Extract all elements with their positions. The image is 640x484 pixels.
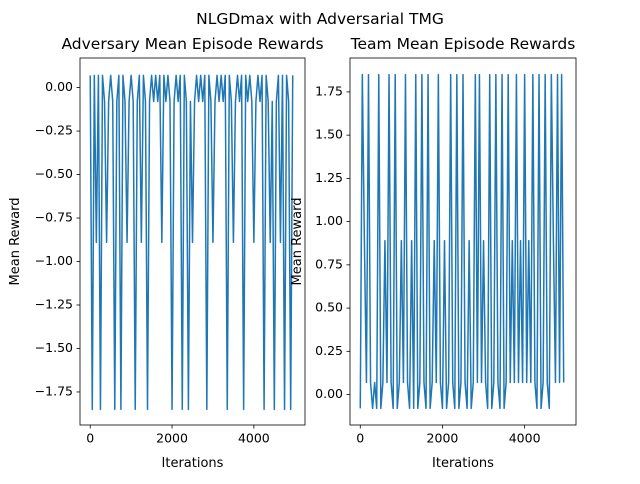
- axes-frame: [349, 57, 577, 426]
- y-tick-label: 0.25: [315, 343, 343, 358]
- y-tick-label: 1.25: [315, 170, 343, 185]
- y-tick-label: −1.75: [35, 383, 73, 398]
- axes-frame: [79, 57, 306, 426]
- data-line: [89, 74, 294, 411]
- y-tick-label: 0.00: [45, 79, 73, 94]
- subplot: 0.00 0.25 0.50 0.75 1.00 1.25 1.50 1.75 0 2000 400…: [290, 35, 577, 471]
- axes-title: Team Mean Episode Rewards: [350, 35, 576, 53]
- data-line: [359, 73, 565, 410]
- subplot: 0.00 −0.25 −0.50 −0.75 −1.00 −1.25 −1.50 −1.75 0…: [8, 35, 324, 471]
- y-tick-label: 0.00: [315, 386, 343, 401]
- x-tick-label: 2000: [427, 431, 459, 446]
- y-tick-label: −1.00: [35, 253, 73, 268]
- y-tick-label: −0.25: [35, 123, 73, 138]
- x-tick-label: 4000: [238, 431, 270, 446]
- y-tick-label: −1.25: [35, 296, 73, 311]
- y-tick-label: 1.00: [315, 213, 343, 228]
- y-tick-label: 1.50: [315, 127, 343, 142]
- x-axis-label: Iterations: [432, 456, 494, 471]
- x-tick-label: 2000: [156, 431, 188, 446]
- y-tick-label: 0.50: [315, 300, 343, 315]
- x-axis-label: Iterations: [162, 456, 224, 471]
- y-axis-label: Mean Reward: [290, 198, 305, 286]
- x-tick-label: 4000: [509, 431, 541, 446]
- y-axis-label: Mean Reward: [8, 198, 23, 286]
- y-tick-label: −1.50: [35, 340, 73, 355]
- y-tick-label: 0.75: [315, 256, 343, 271]
- y-tick-label: −0.75: [35, 210, 73, 225]
- x-tick-label: 0: [356, 431, 364, 446]
- figure-title: NLGDmax with Adversarial TMG: [196, 10, 444, 28]
- y-tick-label: 1.75: [315, 83, 343, 98]
- x-tick-label: 0: [86, 431, 94, 446]
- axes-title: Adversary Mean Episode Rewards: [61, 35, 323, 53]
- y-tick-label: −0.50: [35, 166, 73, 181]
